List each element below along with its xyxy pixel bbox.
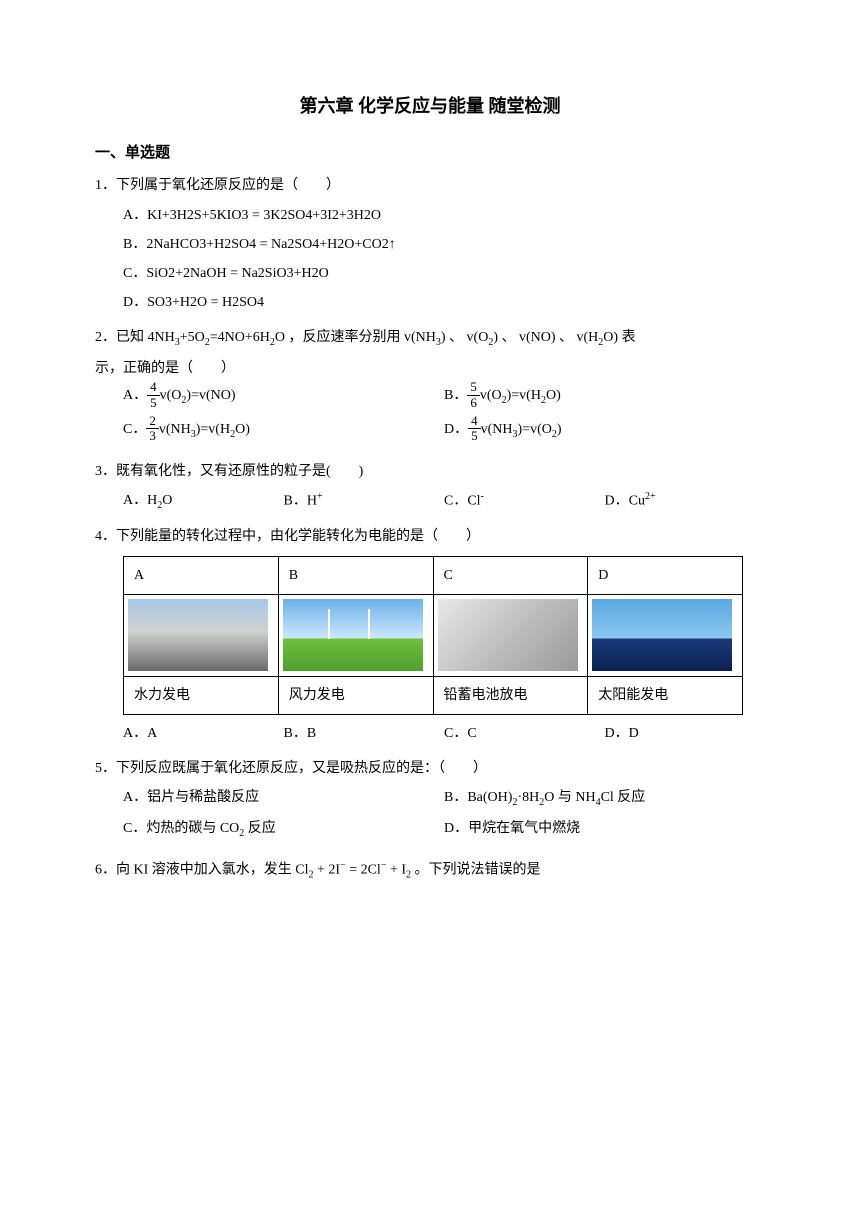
battery-image: [438, 599, 578, 671]
t: + I: [386, 863, 406, 878]
t: D．Cu: [605, 493, 645, 508]
question-6: 6．向 KI 溶液中加入氯水，发生 Cl2 + 2I− = 2Cl− + I2 …: [95, 857, 765, 884]
page-title: 第六章 化学反应与能量 随堂检测: [95, 90, 765, 122]
section-heading: 一、单选题: [95, 140, 765, 167]
t: C．: [123, 422, 146, 437]
q6-stem: 6．向 KI 溶液中加入氯水，发生 Cl2 + 2I− = 2Cl− + I2 …: [95, 857, 765, 884]
t: =4NO+6H: [210, 330, 270, 345]
q4-header-c: C: [433, 556, 588, 594]
q3-opt-b[interactable]: B．H+: [284, 488, 445, 515]
t: 6．向 KI 溶液中加入氯水，发生 Cl: [95, 863, 309, 878]
hydro-image: [128, 599, 268, 671]
t: B．: [444, 388, 467, 403]
q4-img-battery: [433, 594, 588, 676]
q4-opt-b[interactable]: B．B: [284, 721, 445, 746]
q4-caption-c: 铅蓄电池放电: [433, 676, 588, 714]
t: ): [557, 422, 562, 437]
fraction: 56: [467, 380, 480, 410]
q4-img-solar: [588, 594, 743, 676]
question-2: 2．已知 4NH3+5O2=4NO+6H2O ，反应速率分别用 v(NH3) 、…: [95, 325, 765, 448]
q5-opt-d[interactable]: D．甲烷在氧气中燃烧: [444, 816, 765, 843]
q2-stem-line2: 示，正确的是（ ）: [95, 356, 765, 381]
q4-img-hydro: [124, 594, 279, 676]
q2-opt-b[interactable]: B．56v(O2)=v(H2O): [444, 381, 765, 411]
q5-opt-c[interactable]: C．灼热的碳与 CO2 反应: [123, 816, 444, 843]
t: +5O: [180, 330, 205, 345]
q4-header-b: B: [278, 556, 433, 594]
t: D．: [444, 422, 468, 437]
q2-stem: 2．已知 4NH3+5O2=4NO+6H2O ，反应速率分别用 v(NH3) 、…: [95, 325, 765, 352]
q2-opt-a[interactable]: A．45v(O2)=v(NO): [123, 381, 444, 411]
t: O: [162, 493, 172, 508]
t: A．: [123, 388, 147, 403]
t: B．Ba(OH): [444, 790, 512, 805]
t: v(O: [480, 388, 502, 403]
t: ·8H: [517, 790, 539, 805]
q4-opt-a[interactable]: A．A: [123, 721, 284, 746]
q4-table: A B C D 水力发电 风力发电 铅蓄电池放电 太阳能发电: [123, 556, 743, 715]
q3-opt-d[interactable]: D．Cu2+: [605, 488, 766, 515]
t: Cl 反应: [601, 790, 646, 805]
t: v(O: [160, 388, 182, 403]
q1-opt-c[interactable]: C．SiO2+2NaOH = Na2SiO3+H2O: [123, 261, 765, 286]
t: ) 、 v(O: [441, 330, 488, 345]
t: v(NH: [159, 422, 191, 437]
q1-opt-b[interactable]: B．2NaHCO3+H2SO4 = Na2SO4+H2O+CO2↑: [123, 232, 765, 257]
q5-opt-a[interactable]: A．铝片与稀盐酸反应: [123, 785, 444, 812]
solar-image: [592, 599, 732, 671]
q4-header-a: A: [124, 556, 279, 594]
t: = 2Cl: [346, 863, 381, 878]
fraction: 23: [146, 414, 159, 444]
q4-stem: 4．下列能量的转化过程中，由化学能转化为电能的是（ ）: [95, 524, 765, 549]
question-1: 1．下列属于氧化还原反应的是（ ） A．KI+3H2S+5KIO3 = 3K2S…: [95, 173, 765, 315]
t: C．Cl: [444, 493, 481, 508]
fraction: 45: [468, 414, 481, 444]
t: + 2I: [314, 863, 341, 878]
q4-caption-a: 水力发电: [124, 676, 279, 714]
t: )=v(H: [196, 422, 230, 437]
q4-header-d: D: [588, 556, 743, 594]
question-5: 5．下列反应既属于氧化还原反应，又是吸热反应的是：（ ） A．铝片与稀盐酸反应 …: [95, 756, 765, 847]
q1-opt-a[interactable]: A．KI+3H2S+5KIO3 = 3K2SO4+3I2+3H2O: [123, 203, 765, 228]
q1-opt-d[interactable]: D．SO3+H2O = H2SO4: [123, 290, 765, 315]
q3-opt-c[interactable]: C．Cl-: [444, 488, 605, 515]
table-row: 水力发电 风力发电 铅蓄电池放电 太阳能发电: [124, 676, 743, 714]
t: O) 表: [603, 330, 635, 345]
q2-opt-c[interactable]: C．23v(NH3)=v(H2O): [123, 415, 444, 445]
t: O 与 NH: [544, 790, 595, 805]
t: 。下列说法错误的是: [411, 863, 541, 878]
q3-stem: 3．既有氧化性，又有还原性的粒子是( ): [95, 459, 765, 484]
table-row: A B C D: [124, 556, 743, 594]
q4-opt-c[interactable]: C．C: [444, 721, 605, 746]
q5-opt-b[interactable]: B．Ba(OH)2·8H2O 与 NH4Cl 反应: [444, 785, 765, 812]
t: O ，反应速率分别用 v(NH: [275, 330, 436, 345]
q4-img-wind: [278, 594, 433, 676]
t: C．灼热的碳与 CO: [123, 821, 239, 836]
q4-caption-d: 太阳能发电: [588, 676, 743, 714]
t: v(NH: [481, 422, 513, 437]
q2-opt-d[interactable]: D．45v(NH3)=v(O2): [444, 415, 765, 445]
fraction: 45: [147, 380, 160, 410]
table-row: [124, 594, 743, 676]
t: B．H: [284, 493, 317, 508]
t: A．H: [123, 493, 157, 508]
question-3: 3．既有氧化性，又有还原性的粒子是( ) A．H2O B．H+ C．Cl- D．…: [95, 459, 765, 515]
t: )=v(H: [507, 388, 541, 403]
q1-stem: 1．下列属于氧化还原反应的是（ ）: [95, 173, 765, 198]
q3-opt-a[interactable]: A．H2O: [123, 488, 284, 515]
wind-image: [283, 599, 423, 671]
q4-opt-d[interactable]: D．D: [605, 721, 766, 746]
t: )=v(NO): [186, 388, 235, 403]
q2-text: 2．已知 4NH: [95, 330, 175, 345]
question-4: 4．下列能量的转化过程中，由化学能转化为电能的是（ ） A B C D 水力发电…: [95, 524, 765, 746]
q4-caption-b: 风力发电: [278, 676, 433, 714]
q5-stem: 5．下列反应既属于氧化还原反应，又是吸热反应的是：（ ）: [95, 756, 765, 781]
t: 反应: [244, 821, 276, 836]
t: )=v(O: [518, 422, 552, 437]
t: O): [235, 422, 250, 437]
t: ) 、 v(NO) 、 v(H: [493, 330, 598, 345]
t: O): [546, 388, 561, 403]
